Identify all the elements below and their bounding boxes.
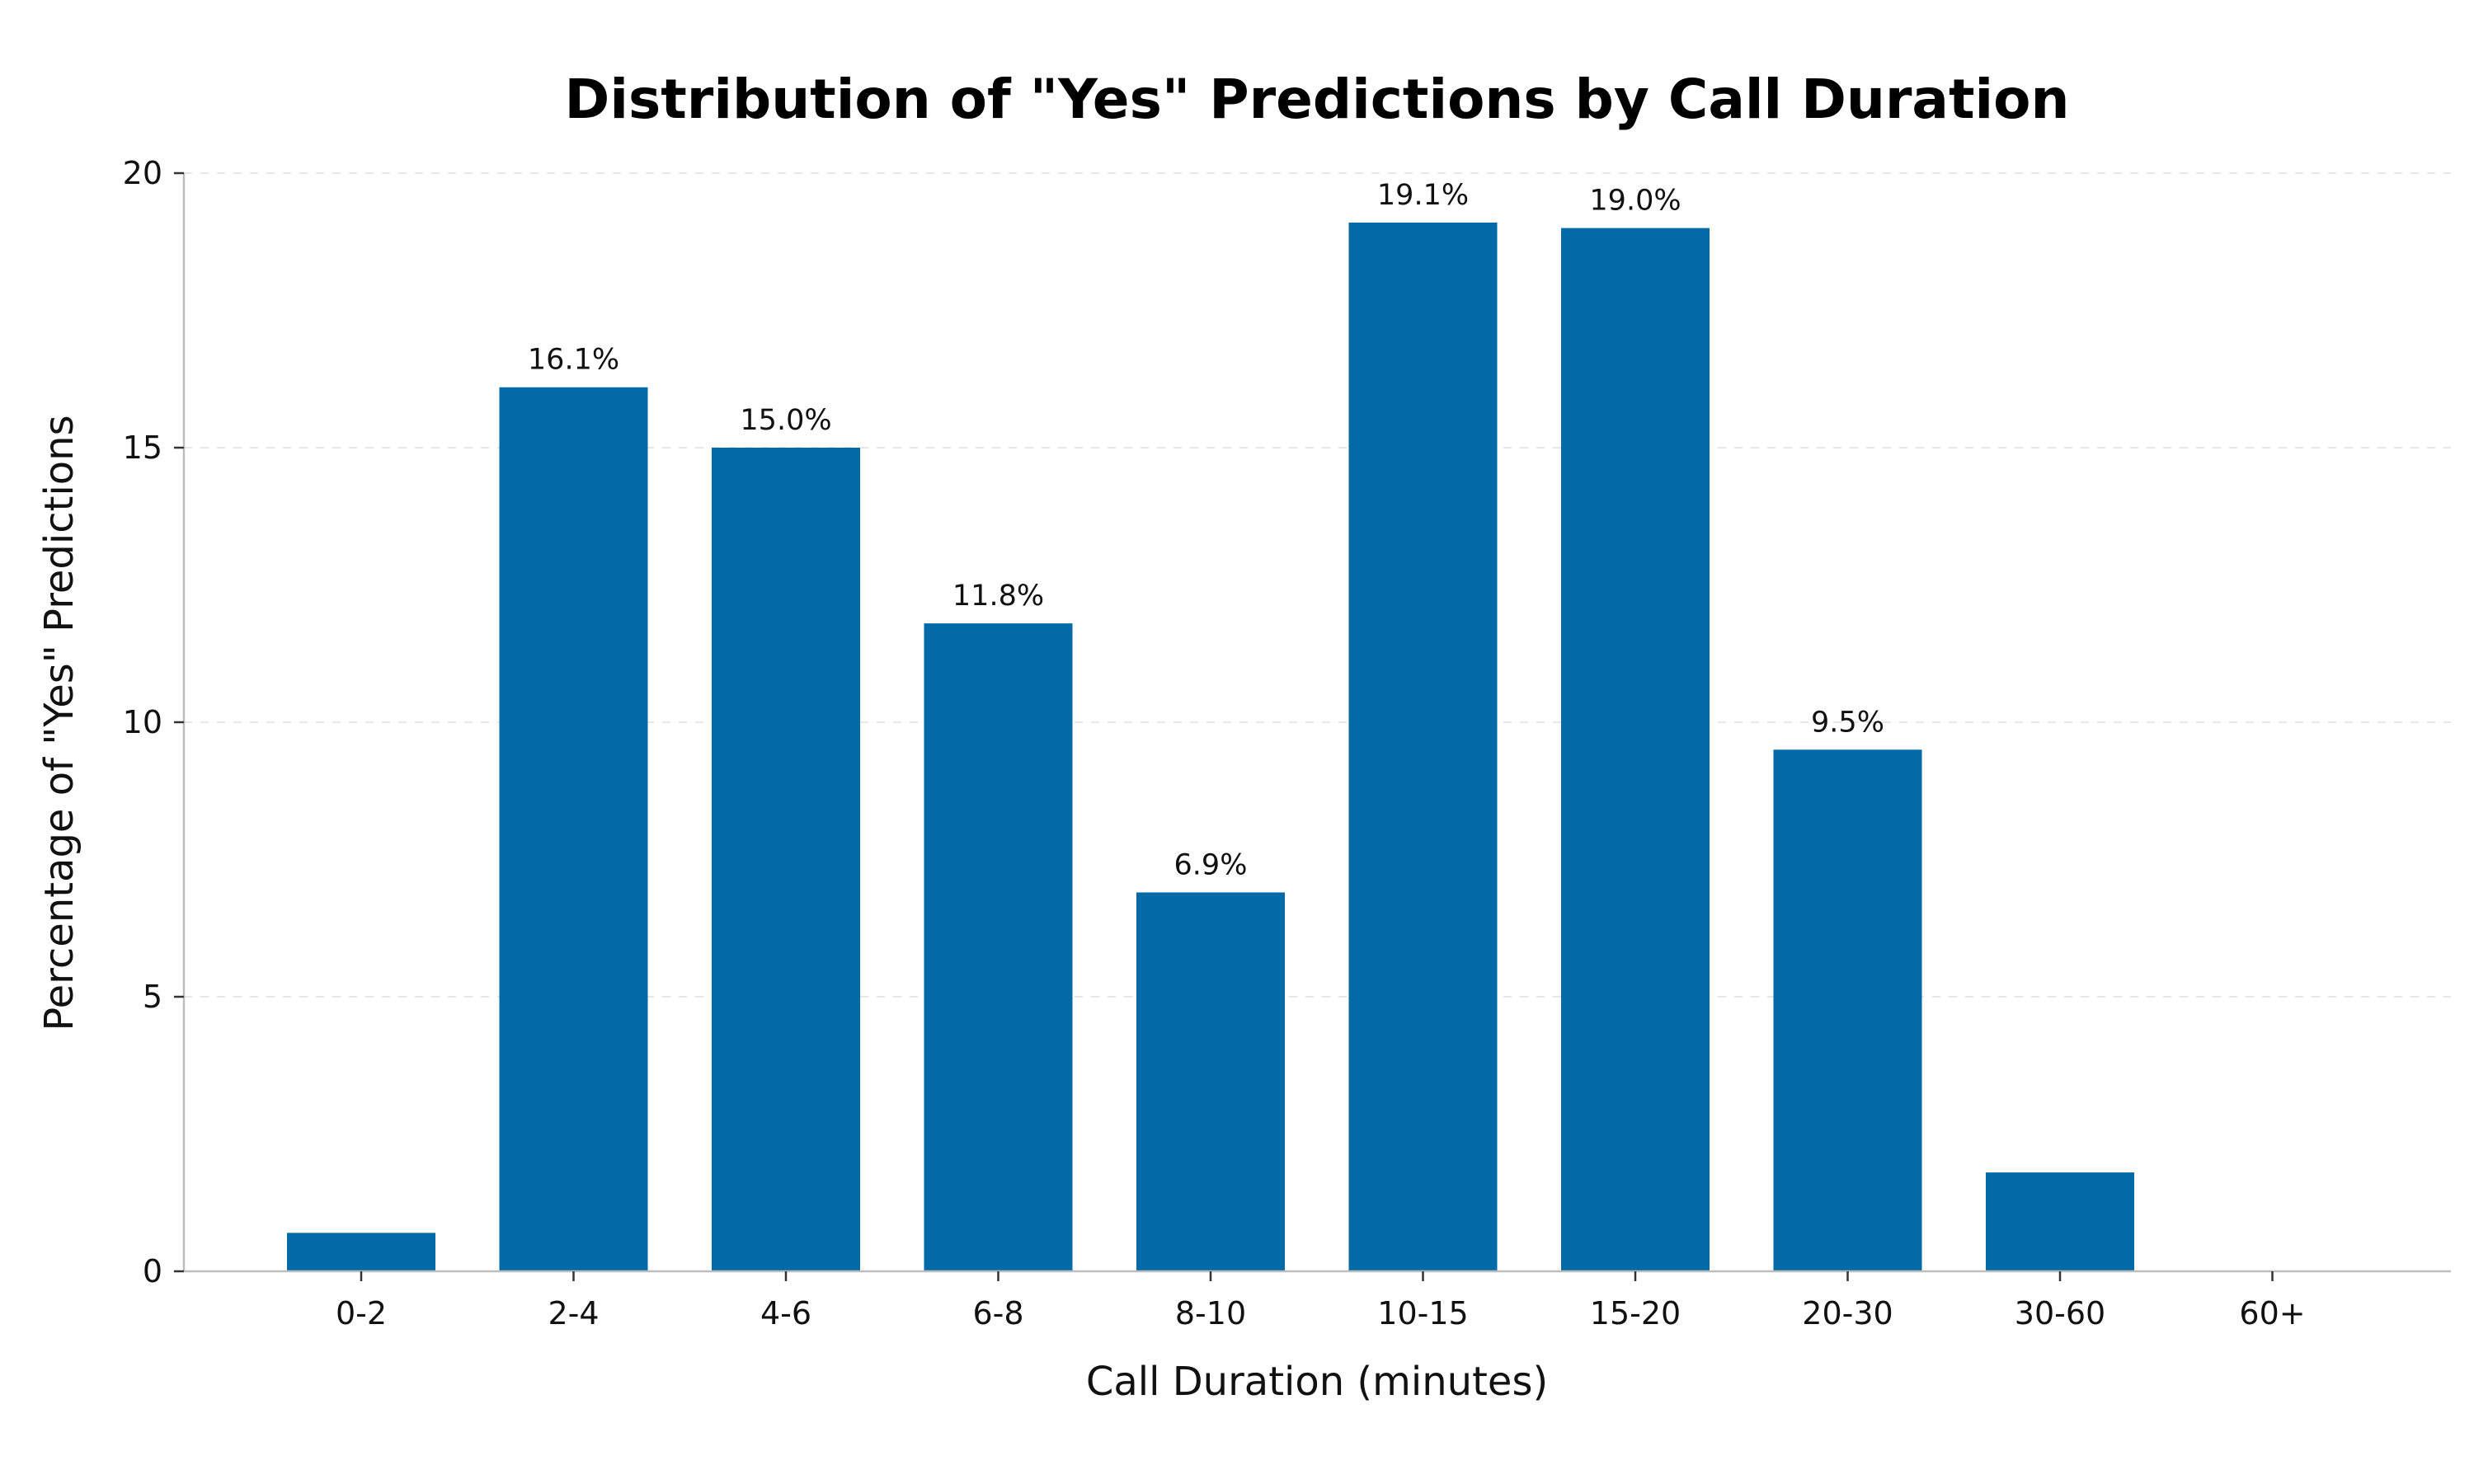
y-axis-label: Percentage of "Yes" Predictions xyxy=(36,415,82,1031)
y-tick-label: 5 xyxy=(143,979,162,1015)
bar-8-10 xyxy=(1136,892,1285,1271)
bar-6-8 xyxy=(924,623,1073,1271)
x-axis-label: Call Duration (minutes) xyxy=(1086,1359,1548,1405)
x-tick-label: 6-8 xyxy=(972,1295,1023,1331)
x-tick-label: 20-30 xyxy=(1802,1295,1893,1331)
bar-30-60 xyxy=(1986,1172,2134,1271)
y-tick-label: 20 xyxy=(123,155,162,191)
x-tick-label: 4-6 xyxy=(760,1295,811,1331)
chart-title: Distribution of "Yes" Predictions by Cal… xyxy=(565,68,2070,131)
ticks: 0 5 10 15 20 0-2 2-4 4-6 6-8 8-10 10-15 15-20 20-30 3… xyxy=(123,155,2306,1331)
bar-value-label: 6.9% xyxy=(1174,848,1248,881)
bars xyxy=(287,222,2134,1272)
y-tick-label: 15 xyxy=(123,430,162,466)
bar-4-6 xyxy=(712,448,860,1271)
x-tick-label: 30-60 xyxy=(2015,1295,2105,1331)
bar-value-label: 15.0% xyxy=(740,404,831,437)
bar-10-15 xyxy=(1348,222,1498,1272)
y-tick-label: 10 xyxy=(123,704,162,740)
bar-value-label: 19.0% xyxy=(1589,185,1681,218)
bar-0-2 xyxy=(287,1233,435,1271)
x-tick-label: 60+ xyxy=(2239,1295,2305,1331)
x-tick-label: 0-2 xyxy=(336,1295,387,1331)
x-tick-label: 15-20 xyxy=(1590,1295,1681,1331)
bar-value-label: 19.1% xyxy=(1377,179,1469,212)
data-labels: 16.1% 15.0% 11.8% 6.9% 19.1% 19.0% 9.5% xyxy=(528,179,1884,882)
bar-value-label: 11.8% xyxy=(952,580,1044,613)
x-tick-label: 8-10 xyxy=(1175,1295,1246,1331)
x-tick-label: 2-4 xyxy=(548,1295,599,1331)
x-tick-label: 10-15 xyxy=(1377,1295,1468,1331)
bar-20-30 xyxy=(1773,749,1922,1271)
bar-2-4 xyxy=(499,387,648,1271)
y-tick-label: 0 xyxy=(143,1253,162,1289)
bar-value-label: 16.1% xyxy=(528,344,619,377)
bar-15-20 xyxy=(1561,228,1710,1272)
bar-value-label: 9.5% xyxy=(1811,706,1884,739)
